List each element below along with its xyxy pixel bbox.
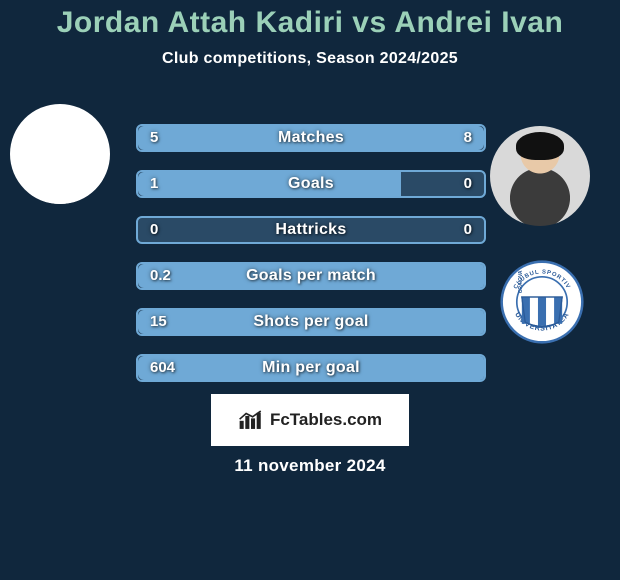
comparison-card: Jordan Attah Kadiri vs Andrei Ivan Club …: [0, 0, 620, 580]
club-right-badge: CLUBUL SPORTIV UNIVERSITATEA CRAIOVA: [500, 260, 584, 344]
brand-badge[interactable]: FcTables.com: [211, 394, 409, 446]
bar-label: Min per goal: [138, 356, 484, 380]
bar-row: 604Min per goal: [136, 354, 486, 382]
date-text: 11 november 2024: [0, 456, 620, 476]
bar-label: Goals: [138, 172, 484, 196]
comparison-bars: 58Matches 10Goals 00Hattricks 0.2Goals per …: [136, 124, 486, 400]
bar-row: 10Goals: [136, 170, 486, 198]
club-left-badge: [18, 212, 102, 296]
bar-label: Shots per goal: [138, 310, 484, 334]
brand-chart-icon: [238, 409, 264, 431]
brand-text: FcTables.com: [270, 410, 382, 430]
bar-row: 58Matches: [136, 124, 486, 152]
bar-row: 0.2Goals per match: [136, 262, 486, 290]
bar-label: Hattricks: [138, 218, 484, 242]
player-right-avatar: [490, 126, 590, 226]
bar-label: Matches: [138, 126, 484, 150]
bar-row: 15Shots per goal: [136, 308, 486, 336]
subtitle: Club competitions, Season 2024/2025: [0, 50, 620, 68]
club-right-text-side: CRAIOVA: [518, 270, 524, 293]
bar-label: Goals per match: [138, 264, 484, 288]
page-title: Jordan Attah Kadiri vs Andrei Ivan: [0, 6, 620, 40]
bar-row: 00Hattricks: [136, 216, 486, 244]
player-left-avatar: [10, 104, 110, 204]
